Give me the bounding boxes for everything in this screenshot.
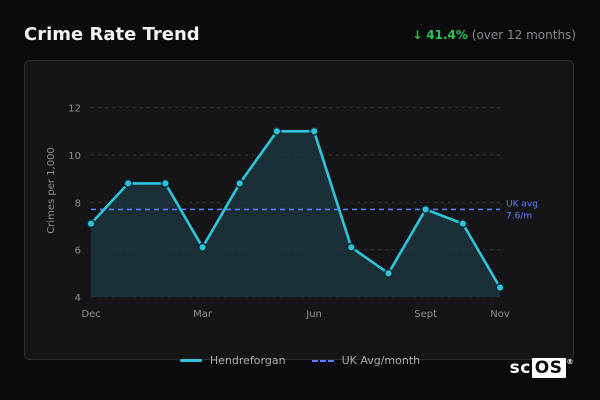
brand-logo: sc OS ® bbox=[510, 358, 574, 378]
chart-title: Crime Rate Trend bbox=[24, 24, 200, 45]
series-line-swatch bbox=[179, 359, 202, 362]
y-tick-label: 12 bbox=[68, 104, 81, 115]
change-period: (over 12 months) bbox=[471, 28, 576, 42]
average-value-label: 7.6/m bbox=[506, 211, 532, 221]
change-percentage: 41.4% bbox=[426, 28, 468, 42]
x-tick-label: Mar bbox=[193, 309, 213, 320]
data-point bbox=[495, 282, 505, 293]
y-tick-label: 4 bbox=[75, 293, 81, 304]
x-tick-label: Jun bbox=[305, 309, 322, 320]
data-point bbox=[346, 242, 356, 252]
x-tick-label: Sept bbox=[414, 309, 437, 320]
data-point bbox=[272, 126, 282, 136]
registered-mark: ® bbox=[566, 358, 574, 366]
data-point bbox=[86, 219, 96, 229]
series-line bbox=[90, 130, 502, 289]
y-tick-label: 6 bbox=[75, 246, 81, 257]
change-indicator: ↓ 41.4% (over 12 months) bbox=[412, 28, 576, 42]
x-tick-label: Nov bbox=[490, 309, 510, 320]
data-point bbox=[235, 178, 245, 188]
average-dash-swatch bbox=[311, 359, 334, 362]
series-area-fill bbox=[91, 131, 500, 297]
data-point bbox=[458, 219, 468, 229]
data-point bbox=[309, 126, 319, 136]
y-tick-label: 8 bbox=[75, 198, 81, 209]
average-label: UK avg bbox=[506, 199, 538, 209]
legend-series-label: Hendreforgan bbox=[209, 354, 286, 367]
chart-legend: Hendreforgan UK Avg/month bbox=[0, 354, 600, 367]
legend-average-label: UK Avg/month bbox=[341, 354, 421, 367]
data-point bbox=[123, 178, 133, 188]
legend-item-series[interactable]: Hendreforgan bbox=[179, 354, 286, 367]
legend-item-average[interactable]: UK Avg/month bbox=[311, 354, 421, 367]
x-tick-label: Dec bbox=[81, 309, 100, 320]
y-tick-label: 10 bbox=[68, 151, 81, 162]
down-arrow-icon: ↓ bbox=[412, 28, 423, 42]
logo-box-text: OS bbox=[531, 358, 566, 378]
y-axis-label: Crimes per 1,000 bbox=[46, 147, 57, 234]
logo-text: sc bbox=[509, 358, 531, 378]
data-point bbox=[160, 178, 170, 188]
data-point bbox=[197, 242, 208, 252]
data-point bbox=[421, 204, 431, 214]
data-point bbox=[383, 268, 394, 278]
